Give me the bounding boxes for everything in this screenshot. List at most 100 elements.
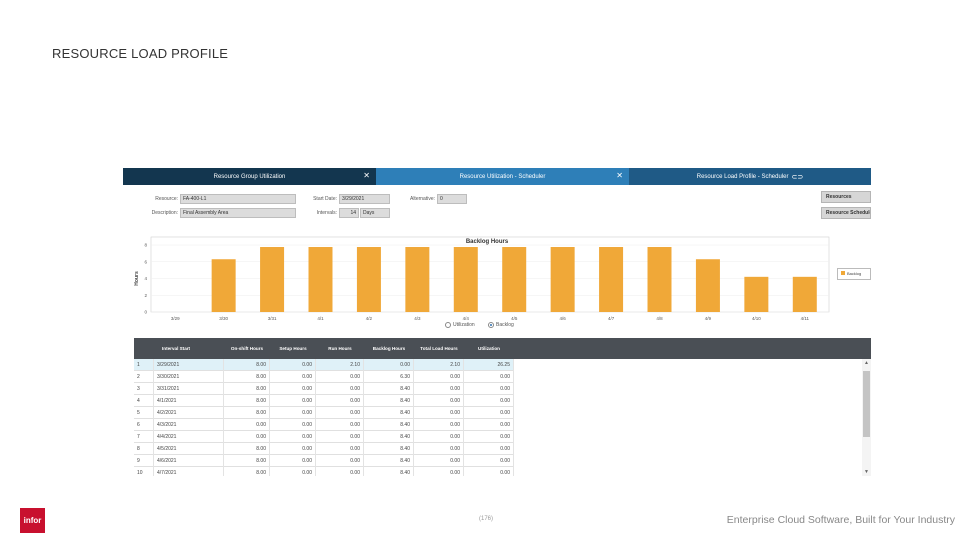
table-row[interactable]: 4 4/1/2021 8.00 0.00 0.00 8.40 0.00 0.00 <box>134 395 514 407</box>
table-cell[interactable]: 0.00 <box>464 395 514 407</box>
table-cell[interactable]: 0.00 <box>364 359 414 371</box>
column-header[interactable]: Interval Start <box>162 346 191 351</box>
table-cell[interactable]: 3/31/2021 <box>154 383 224 395</box>
column-header[interactable]: Utilization <box>478 346 500 351</box>
table-cell[interactable]: 0.00 <box>224 419 270 431</box>
table-row[interactable]: 3 3/31/2021 8.00 0.00 0.00 8.40 0.00 0.00 <box>134 383 514 395</box>
table-cell[interactable]: 8.40 <box>364 383 414 395</box>
alternative-field[interactable]: 0 <box>437 194 467 204</box>
column-header[interactable]: Total Load Hours <box>420 346 458 351</box>
table-cell[interactable]: 0.00 <box>316 383 364 395</box>
close-icon[interactable]: ✕ <box>363 171 370 180</box>
table-cell[interactable]: 0.00 <box>464 455 514 467</box>
table-cell[interactable]: 8.40 <box>364 455 414 467</box>
table-row[interactable]: 7 4/4/2021 0.00 0.00 0.00 8.40 0.00 0.00 <box>134 431 514 443</box>
table-cell[interactable]: 8.00 <box>224 455 270 467</box>
table-row[interactable]: 1 3/29/2021 8.00 0.00 2.10 0.00 2.10 26.25 <box>134 359 514 371</box>
table-cell[interactable]: 0.00 <box>414 455 464 467</box>
table-cell[interactable]: 4/2/2021 <box>154 407 224 419</box>
table-cell[interactable]: 0.00 <box>270 407 316 419</box>
table-cell[interactable]: 0.00 <box>316 419 364 431</box>
close-icon[interactable]: ✕ <box>616 171 623 180</box>
table-cell[interactable]: 8.00 <box>224 395 270 407</box>
table-cell[interactable]: 0.00 <box>316 455 364 467</box>
table-cell[interactable]: 0.00 <box>464 383 514 395</box>
table-cell[interactable]: 26.25 <box>464 359 514 371</box>
column-header[interactable]: Setup Hours <box>279 346 307 351</box>
table-cell[interactable]: 0.00 <box>316 431 364 443</box>
table-cell[interactable]: 0.00 <box>464 443 514 455</box>
description-field[interactable]: Final Assembly Area <box>180 208 296 218</box>
scroll-up-icon[interactable]: ▲ <box>864 360 869 366</box>
table-cell[interactable]: 4/5/2021 <box>154 443 224 455</box>
table-cell[interactable]: 0.00 <box>270 383 316 395</box>
table-cell[interactable]: 3/29/2021 <box>154 359 224 371</box>
table-cell[interactable]: 0.00 <box>464 407 514 419</box>
table-cell[interactable]: 2.10 <box>316 359 364 371</box>
table-cell[interactable]: 0.00 <box>270 443 316 455</box>
backlog-radio[interactable]: Backlog <box>488 322 514 328</box>
table-cell[interactable]: 3/30/2021 <box>154 371 224 383</box>
tab-resource-utilization-scheduler[interactable]: Resource Utilization - Scheduler ✕ <box>376 168 629 185</box>
table-cell[interactable]: 8.00 <box>224 383 270 395</box>
table-cell[interactable]: 0.00 <box>270 371 316 383</box>
table-cell[interactable]: 4/7/2021 <box>154 467 224 476</box>
table-cell[interactable]: 2.10 <box>414 359 464 371</box>
resource-field[interactable]: FA-400-L1 <box>180 194 296 204</box>
table-cell[interactable]: 0.00 <box>464 431 514 443</box>
table-cell[interactable]: 4/1/2021 <box>154 395 224 407</box>
tab-resource-load-profile-scheduler[interactable]: Resource Load Profile - Scheduler ⊂⊃ <box>629 168 871 185</box>
resources-button[interactable]: Resources <box>821 191 871 203</box>
start-date-field[interactable]: 3/29/2021 <box>339 194 390 204</box>
intervals-unit-select[interactable]: Days <box>360 208 390 218</box>
table-cell[interactable]: 0.00 <box>414 395 464 407</box>
table-cell[interactable]: 0.00 <box>414 431 464 443</box>
table-cell[interactable]: 8.40 <box>364 467 414 476</box>
table-cell[interactable]: 8.40 <box>364 395 414 407</box>
table-cell[interactable]: 8.00 <box>224 359 270 371</box>
scrollbar-thumb[interactable] <box>863 371 870 437</box>
table-cell[interactable]: 0.00 <box>414 419 464 431</box>
table-cell[interactable]: 0.00 <box>316 407 364 419</box>
table-cell[interactable]: 8.00 <box>224 407 270 419</box>
table-cell[interactable]: 0.00 <box>464 419 514 431</box>
table-cell[interactable]: 8.40 <box>364 407 414 419</box>
table-row[interactable]: 10 4/7/2021 8.00 0.00 0.00 8.40 0.00 0.00 <box>134 467 514 476</box>
table-cell[interactable]: 0.00 <box>414 467 464 476</box>
table-row[interactable]: 2 3/30/2021 8.00 0.00 0.00 6.30 0.00 0.00 <box>134 371 514 383</box>
table-cell[interactable]: 0.00 <box>414 407 464 419</box>
table-cell[interactable]: 4/6/2021 <box>154 455 224 467</box>
table-cell[interactable]: 8.00 <box>224 371 270 383</box>
vertical-scrollbar[interactable]: ▲ ▼ <box>862 359 871 476</box>
table-cell[interactable]: 0.00 <box>414 371 464 383</box>
table-cell[interactable]: 8.40 <box>364 419 414 431</box>
utilization-radio[interactable]: Utilization <box>445 322 475 328</box>
table-cell[interactable]: 0.00 <box>270 419 316 431</box>
table-cell[interactable]: 0.00 <box>270 431 316 443</box>
table-cell[interactable]: 6.30 <box>364 371 414 383</box>
table-cell[interactable]: 0.00 <box>316 467 364 476</box>
table-cell[interactable]: 0.00 <box>316 395 364 407</box>
table-cell[interactable]: 0.00 <box>464 467 514 476</box>
intervals-field[interactable]: 14 <box>339 208 359 218</box>
table-cell[interactable]: 8.00 <box>224 467 270 476</box>
table-row[interactable]: 9 4/6/2021 8.00 0.00 0.00 8.40 0.00 0.00 <box>134 455 514 467</box>
resource-schedule-button[interactable]: Resource Schedule <box>821 207 871 219</box>
table-cell[interactable]: 0.00 <box>270 395 316 407</box>
table-cell[interactable]: 0.00 <box>414 383 464 395</box>
scroll-down-icon[interactable]: ▼ <box>864 469 869 475</box>
table-cell[interactable]: 4/4/2021 <box>154 431 224 443</box>
table-cell[interactable]: 0.00 <box>316 371 364 383</box>
table-cell[interactable]: 8.40 <box>364 443 414 455</box>
column-header[interactable]: On-shift Hours <box>230 346 264 351</box>
table-cell[interactable]: 0.00 <box>270 455 316 467</box>
table-cell[interactable]: 0.00 <box>316 443 364 455</box>
table-cell[interactable]: 8.00 <box>224 443 270 455</box>
table-cell[interactable]: 4/3/2021 <box>154 419 224 431</box>
tab-resource-group-utilization[interactable]: Resource Group Utilization ✕ <box>123 168 376 185</box>
table-row[interactable]: 6 4/3/2021 0.00 0.00 0.00 8.40 0.00 0.00 <box>134 419 514 431</box>
table-cell[interactable]: 8.40 <box>364 431 414 443</box>
table-cell[interactable]: 0.00 <box>270 467 316 476</box>
table-cell[interactable]: 0.00 <box>414 443 464 455</box>
table-row[interactable]: 5 4/2/2021 8.00 0.00 0.00 8.40 0.00 0.00 <box>134 407 514 419</box>
